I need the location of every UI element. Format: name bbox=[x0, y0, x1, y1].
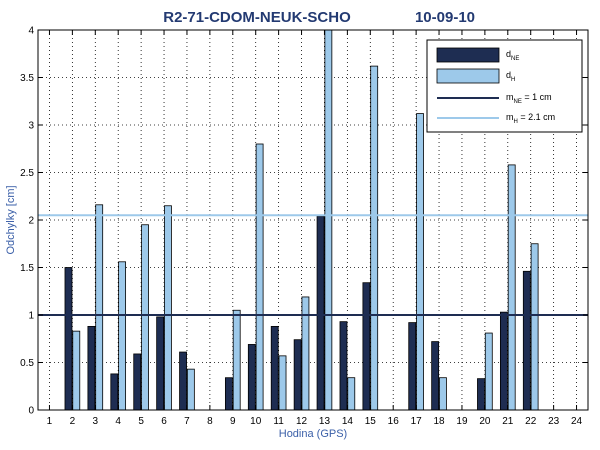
bar-dne bbox=[87, 325, 96, 411]
bar-dne bbox=[499, 311, 508, 411]
bar-dne bbox=[224, 377, 233, 411]
bar-dh bbox=[507, 164, 516, 411]
bar-dne bbox=[110, 373, 119, 411]
x-tick-label: 10 bbox=[250, 416, 262, 427]
bar-dh bbox=[278, 355, 287, 411]
x-tick-label: 8 bbox=[207, 416, 213, 427]
x-tick-label: 7 bbox=[184, 416, 190, 427]
legend-label: mH = 2.1 cm bbox=[506, 112, 555, 125]
x-tick-label: 11 bbox=[273, 416, 284, 427]
bar-dh bbox=[95, 204, 104, 411]
bar-dne bbox=[431, 341, 440, 411]
bar-dne bbox=[522, 270, 531, 411]
x-tick-label: 3 bbox=[93, 416, 99, 427]
x-tick-label: 16 bbox=[388, 416, 400, 427]
x-tick-label: 19 bbox=[456, 416, 468, 427]
y-tick-label: 0.5 bbox=[20, 358, 34, 369]
reference-lines bbox=[38, 214, 588, 316]
bar-dne bbox=[156, 316, 165, 411]
x-tick-label: 22 bbox=[525, 416, 537, 427]
bar-dne bbox=[362, 282, 371, 411]
y-tick-label: 1.5 bbox=[20, 263, 34, 274]
bar-dh bbox=[530, 243, 539, 411]
legend-swatch bbox=[436, 47, 500, 63]
y-tick-label: 2.5 bbox=[20, 168, 34, 179]
legend-label: mNE = 1 cm bbox=[506, 92, 552, 105]
x-tick-label: 21 bbox=[502, 416, 514, 427]
legend-swatch bbox=[436, 68, 500, 84]
x-tick-label: 13 bbox=[319, 416, 331, 427]
y-axis-ticks: 0 0.5 1 1.5 2 2.5 3 3.5 4 bbox=[20, 26, 588, 417]
bar-dh bbox=[141, 224, 149, 411]
legend: dNE dH mNE = 1 cm mH = 2.1 cm bbox=[426, 39, 583, 133]
bar-dh bbox=[416, 113, 424, 411]
bar-dh bbox=[164, 205, 172, 411]
bar-dh bbox=[347, 377, 356, 411]
bar-dne bbox=[477, 378, 485, 411]
bar-dh bbox=[301, 296, 310, 411]
x-tick-label: 9 bbox=[230, 416, 236, 427]
x-tick-label: 18 bbox=[433, 416, 445, 427]
y-tick-label: 1 bbox=[28, 311, 34, 322]
y-tick-label: 0 bbox=[28, 406, 34, 417]
chart-title-left: R2-71-CDOM-NEUK-SCHO bbox=[163, 9, 351, 26]
bar-dne bbox=[270, 325, 279, 411]
legend-label: dNE bbox=[506, 49, 519, 62]
bar-dh bbox=[324, 29, 333, 411]
bar-dne bbox=[179, 351, 187, 411]
bar-dne bbox=[64, 267, 73, 411]
bar-dh bbox=[370, 65, 379, 411]
x-tick-label: 2 bbox=[70, 416, 76, 427]
x-axis-ticks: 1 2 3 4 5 6 7 8 9 10 11 12 13 14 15 16 17 18 19 20 21 22 23 24 bbox=[47, 30, 583, 427]
x-tick-label: 15 bbox=[365, 416, 377, 427]
bar-dh bbox=[232, 309, 241, 411]
x-tick-label: 6 bbox=[161, 416, 167, 427]
x-tick-label: 1 bbox=[47, 416, 53, 427]
legend-label: dH bbox=[506, 70, 515, 83]
chart-title-right: 10-09-10 bbox=[415, 9, 475, 26]
x-tick-label: 14 bbox=[342, 416, 354, 427]
x-tick-label: 24 bbox=[571, 416, 583, 427]
y-tick-label: 4 bbox=[28, 26, 34, 37]
bar-dh bbox=[484, 332, 493, 411]
x-tick-label: 5 bbox=[138, 416, 144, 427]
bar-dne bbox=[339, 321, 348, 411]
bar-dne bbox=[316, 215, 325, 411]
bar-dh bbox=[118, 261, 127, 411]
x-tick-label: 17 bbox=[411, 416, 423, 427]
x-axis-label: Hodina (GPS) bbox=[279, 428, 347, 440]
bar-dh bbox=[72, 330, 81, 411]
bar-dne bbox=[408, 322, 417, 411]
y-tick-label: 3 bbox=[28, 121, 34, 132]
x-tick-label: 23 bbox=[548, 416, 560, 427]
bar-dh bbox=[186, 368, 195, 411]
bar-dne bbox=[247, 344, 256, 411]
y-tick-label: 2 bbox=[28, 216, 34, 227]
bar-dh bbox=[439, 377, 447, 411]
bar-dh bbox=[255, 143, 264, 411]
bar-dne bbox=[293, 339, 302, 411]
y-tick-label: 3.5 bbox=[20, 73, 34, 84]
x-tick-label: 4 bbox=[115, 416, 121, 427]
x-tick-label: 20 bbox=[479, 416, 491, 427]
y-axis-label: Odchylky [cm] bbox=[5, 185, 17, 254]
x-tick-label: 12 bbox=[296, 416, 308, 427]
bar-dne bbox=[133, 353, 142, 411]
